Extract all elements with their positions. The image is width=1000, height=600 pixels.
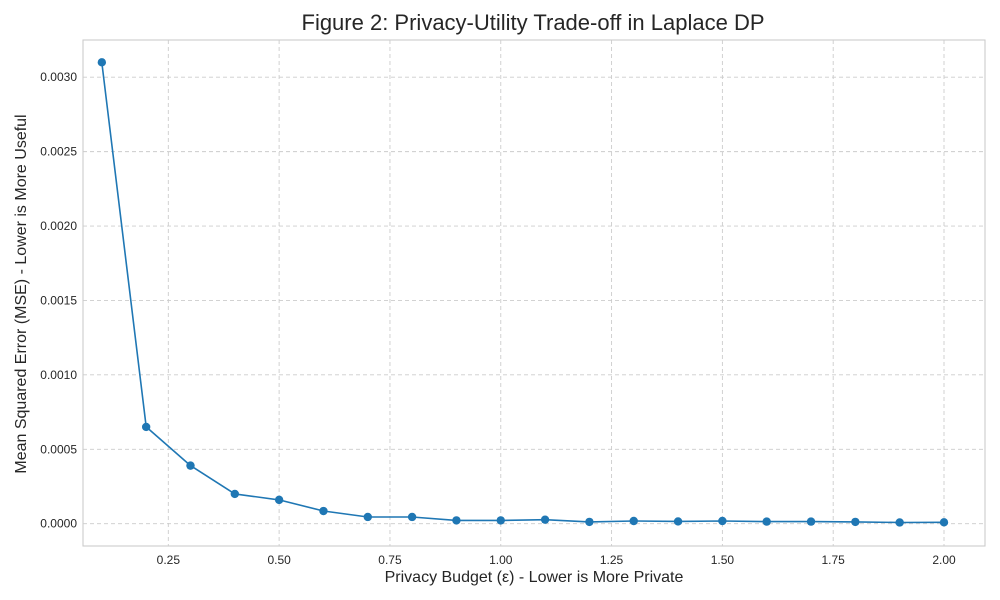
series-line bbox=[101, 62, 945, 524]
data-point bbox=[585, 517, 594, 527]
x-tick-label: 0.25 bbox=[157, 553, 181, 567]
series-line-path bbox=[101, 62, 945, 524]
data-point bbox=[141, 422, 151, 432]
y-tick-label: 0.0010 bbox=[40, 368, 77, 382]
data-point bbox=[407, 512, 417, 522]
x-tick-label: 0.75 bbox=[378, 553, 402, 567]
data-point bbox=[540, 515, 550, 524]
y-tick-label: 0.0005 bbox=[40, 442, 77, 456]
data-point bbox=[496, 516, 505, 525]
plot-frame bbox=[82, 39, 986, 547]
data-point bbox=[762, 517, 771, 526]
y-axis-label: Mean Squared Error (MSE) - Lower is More… bbox=[13, 114, 30, 473]
y-tick-label: 0.0030 bbox=[40, 70, 77, 84]
data-point bbox=[186, 461, 195, 470]
data-point bbox=[718, 516, 727, 526]
data-point bbox=[452, 516, 461, 525]
y-tick-labels: 0.0000 0.0005 0.0010 0.0015 0.0020 0.0025 0.00… bbox=[40, 70, 77, 530]
y-tick-label: 0.0020 bbox=[40, 219, 77, 233]
data-point bbox=[895, 518, 904, 527]
x-tick-label: 1.50 bbox=[711, 553, 735, 567]
data-point bbox=[673, 517, 683, 526]
x-tick-label: 2.00 bbox=[932, 553, 956, 567]
gridlines bbox=[83, 40, 985, 546]
data-point bbox=[274, 495, 284, 505]
x-axis-label: Privacy Budget (ε) - Lower is More Priva… bbox=[385, 569, 684, 586]
y-tick-label: 0.0000 bbox=[40, 517, 77, 531]
y-tick-label: 0.0025 bbox=[40, 145, 77, 159]
data-point bbox=[806, 517, 816, 526]
x-tick-labels: 0.25 0.50 0.75 1.00 1.25 1.50 1.75 2.00 bbox=[157, 553, 956, 567]
x-tick-label: 1.75 bbox=[822, 553, 846, 567]
chart-title: Figure 2: Privacy-Utility Trade-off in L… bbox=[302, 10, 765, 35]
y-tick-label: 0.0015 bbox=[40, 293, 77, 307]
data-points bbox=[97, 58, 949, 527]
data-point bbox=[363, 512, 372, 522]
data-point bbox=[629, 516, 638, 526]
data-point bbox=[319, 506, 328, 516]
data-point bbox=[230, 489, 240, 499]
data-point bbox=[939, 518, 949, 527]
x-tick-label: 0.50 bbox=[267, 553, 291, 567]
x-tick-label: 1.25 bbox=[600, 553, 624, 567]
x-tick-label: 1.00 bbox=[489, 553, 513, 567]
data-point bbox=[97, 58, 107, 67]
data-point bbox=[851, 517, 860, 527]
